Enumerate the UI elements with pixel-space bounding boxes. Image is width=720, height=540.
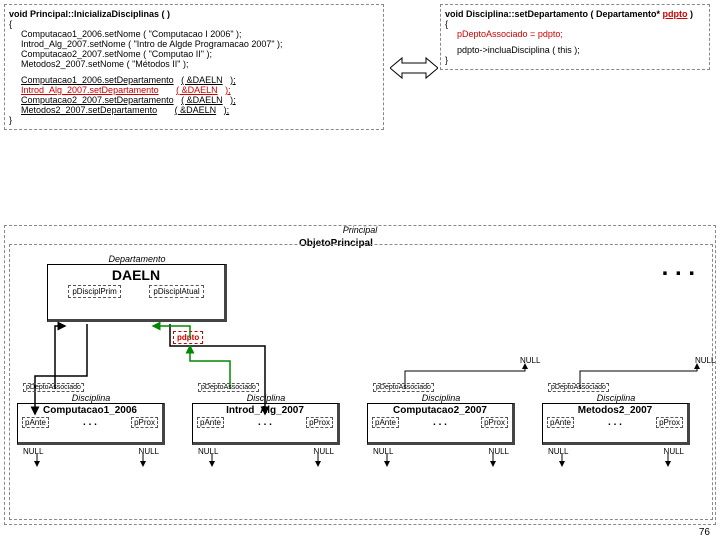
pprox-3: pProx — [656, 417, 683, 428]
left-l3: Computacao2_2007.setNome ( "Computao II"… — [9, 49, 379, 59]
s3c: ); — [230, 95, 236, 105]
s4b: ( &DAELN — [175, 105, 217, 115]
null-1b: NULL — [314, 447, 334, 456]
disc-name-1: Introd_Alg_2007 — [193, 404, 337, 417]
rsig-b: pdpto — [663, 9, 688, 19]
s4a: Metodos2_2007.setDepartamento — [21, 105, 157, 115]
diagram-area: Principal ObjetoPrincipal . . . Departam… — [4, 225, 716, 525]
disc-unit-3: pDeptoAssociado Disciplina Metodos2_2007… — [542, 381, 690, 456]
code-right-box: void Disciplina::setDepartamento ( Depar… — [440, 4, 710, 70]
left-s3: Computacao2_2007.setDepartamento ( &DAEL… — [9, 95, 379, 105]
null-0a: NULL — [23, 447, 43, 456]
pante-0: pAnte — [22, 417, 49, 428]
null-top-1: NULL — [520, 356, 540, 365]
r1a: pDeptoAssociado = — [457, 29, 538, 39]
disc-box-1: Introd_Alg_2007 pAnte . . . pProx — [192, 403, 340, 445]
slot-pdisciplprim: pDisciplPrim — [68, 285, 120, 298]
pante-2: pAnte — [372, 417, 399, 428]
departamento-container: Departamento DAELN pDisciplPrim pDiscipl… — [47, 254, 227, 322]
page-number: 76 — [699, 527, 710, 538]
s2b: ( &DAELN — [176, 85, 218, 95]
disc-box-0: Computacao1_2006 pAnte . . . pProx — [17, 403, 165, 445]
pprox-1: pProx — [306, 417, 333, 428]
assoc-2: pDeptoAssociado — [373, 383, 434, 392]
dots-1: . . . — [258, 417, 272, 428]
s1b: ( &DAELN — [181, 75, 223, 85]
left-open: { — [9, 19, 379, 29]
right-open: { — [445, 19, 705, 29]
null-0b: NULL — [139, 447, 159, 456]
assoc-0: pDeptoAssociado — [23, 383, 84, 392]
disc-name-3: Metodos2_2007 — [543, 404, 687, 417]
left-sig: void Principal::InicializaDisciplinas ( … — [9, 9, 379, 19]
left-s2: Introd_Alg_2007.setDepartamento ( &DAELN… — [9, 85, 379, 95]
right-l1: pDeptoAssociado = pdpto; — [445, 29, 705, 39]
null-1a: NULL — [198, 447, 218, 456]
r1b: pdpto — [538, 29, 561, 39]
disc-title-2: Disciplina — [367, 393, 515, 403]
null-3b: NULL — [664, 447, 684, 456]
pante-1: pAnte — [197, 417, 224, 428]
disc-unit-2: pDeptoAssociado Disciplina Computacao2_2… — [367, 381, 515, 456]
disc-name-2: Computacao2_2007 — [368, 404, 512, 417]
left-l2: Introd_Alg_2007.setNome ( "Intro de Algd… — [9, 39, 379, 49]
departamento-name: DAELN — [48, 265, 224, 285]
left-s1: Computacao1_2006.setDepartamento ( &DAEL… — [9, 75, 379, 85]
disc-unit-0: pDeptoAssociado Disciplina Computacao1_2… — [17, 381, 165, 456]
dots-0: . . . — [83, 417, 97, 428]
pdpto-slot: pdpto — [173, 331, 203, 344]
right-sig: void Disciplina::setDepartamento ( Depar… — [445, 9, 705, 19]
disc-title-0: Disciplina — [17, 393, 165, 403]
dots-big: . . . — [662, 254, 695, 282]
s1a: Computacao1_2006.setDepartamento — [21, 75, 174, 85]
right-close: } — [445, 55, 705, 65]
r1c: ; — [560, 29, 563, 39]
null-3a: NULL — [548, 447, 568, 456]
rsig-a: void Disciplina::setDepartamento ( Depar… — [445, 9, 663, 19]
pprox-0: pProx — [131, 417, 158, 428]
null-2b: NULL — [489, 447, 509, 456]
s2a: Introd_Alg_2007.setDepartamento — [21, 85, 159, 95]
principal-title: Principal — [5, 225, 715, 235]
dots-3: . . . — [608, 417, 622, 428]
rsig-c: ) — [688, 9, 694, 19]
dots-2: . . . — [433, 417, 447, 428]
disc-title-1: Disciplina — [192, 393, 340, 403]
left-l1: Computacao1_2006.setNome ( "Computacao I… — [9, 29, 379, 39]
disc-box-3: Metodos2_2007 pAnte . . . pProx — [542, 403, 690, 445]
slot-pdisciplatual: pDisciplAtual — [149, 285, 203, 298]
pante-3: pAnte — [547, 417, 574, 428]
disc-unit-1: pDeptoAssociado Disciplina Introd_Alg_20… — [192, 381, 340, 456]
left-l4: Metodos2_2007.setNome ( "Métodos II" ); — [9, 59, 379, 69]
double-arrow-icon — [390, 55, 438, 81]
s3b: ( &DAELN — [181, 95, 223, 105]
left-s4: Metodos2_2007.setDepartamento ( &DAELN )… — [9, 105, 379, 115]
left-close: } — [9, 115, 379, 125]
s3a: Computacao2_2007.setDepartamento — [21, 95, 174, 105]
s2c: ); — [225, 85, 231, 95]
code-left-box: void Principal::InicializaDisciplinas ( … — [4, 4, 384, 130]
null-2a: NULL — [373, 447, 393, 456]
null-top-2: NULL — [695, 356, 715, 365]
s4c: ); — [224, 105, 230, 115]
departamento-box: DAELN pDisciplPrim pDisciplAtual — [47, 264, 227, 322]
pprox-2: pProx — [481, 417, 508, 428]
disc-box-2: Computacao2_2007 pAnte . . . pProx — [367, 403, 515, 445]
assoc-1: pDeptoAssociado — [198, 383, 259, 392]
disc-name-0: Computacao1_2006 — [18, 404, 162, 417]
s1c: ); — [230, 75, 236, 85]
departamento-title: Departamento — [47, 254, 227, 264]
assoc-3: pDeptoAssociado — [548, 383, 609, 392]
disc-title-3: Disciplina — [542, 393, 690, 403]
right-l2: pdpto->incluaDisciplina ( this ); — [445, 45, 705, 55]
